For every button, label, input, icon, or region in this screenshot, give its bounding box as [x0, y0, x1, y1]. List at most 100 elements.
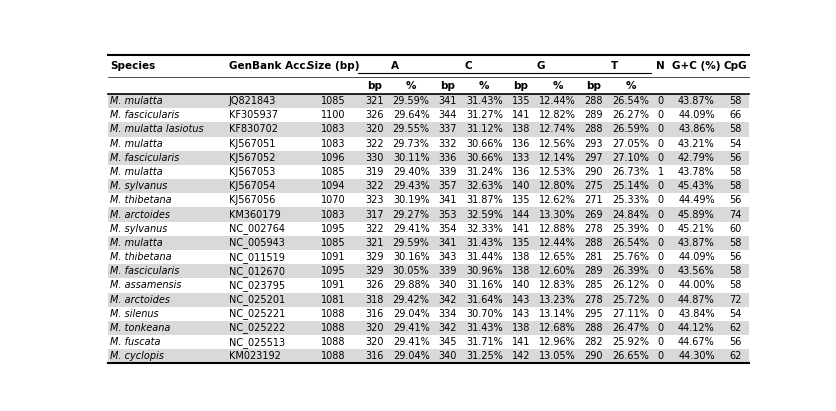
- Text: 1070: 1070: [320, 195, 345, 206]
- Text: 1091: 1091: [320, 252, 344, 262]
- Text: 1094: 1094: [320, 181, 344, 191]
- Text: 26.12%: 26.12%: [611, 280, 648, 291]
- Text: KJ567052: KJ567052: [228, 153, 275, 163]
- Text: 319: 319: [365, 167, 383, 177]
- Text: NC_025221: NC_025221: [228, 308, 285, 319]
- Text: M. arctoides: M. arctoides: [110, 210, 170, 219]
- Text: 0: 0: [657, 295, 663, 305]
- Bar: [109, 321, 748, 335]
- Text: 330: 330: [365, 153, 383, 163]
- Text: M. fascicularis: M. fascicularis: [110, 110, 179, 120]
- Text: bp: bp: [440, 81, 455, 90]
- Text: 342: 342: [438, 295, 456, 305]
- Text: 1085: 1085: [320, 96, 345, 106]
- Text: 44.87%: 44.87%: [677, 295, 714, 305]
- Text: 30.16%: 30.16%: [392, 252, 429, 262]
- Bar: [109, 278, 748, 293]
- Text: 56: 56: [729, 153, 741, 163]
- Text: 339: 339: [438, 167, 456, 177]
- Text: KJ567053: KJ567053: [228, 167, 275, 177]
- Text: NC_025201: NC_025201: [228, 294, 285, 305]
- Text: 30.70%: 30.70%: [466, 309, 502, 319]
- Text: bp: bp: [367, 81, 381, 90]
- Bar: [109, 136, 748, 151]
- Text: 45.89%: 45.89%: [677, 210, 714, 219]
- Bar: [109, 222, 748, 236]
- Text: 44.12%: 44.12%: [677, 323, 714, 333]
- Text: 326: 326: [364, 110, 384, 120]
- Text: 141: 141: [511, 224, 529, 234]
- Text: 320: 320: [364, 125, 384, 134]
- Bar: [109, 264, 748, 278]
- Text: M. fascicularis: M. fascicularis: [110, 266, 179, 276]
- Text: 31.71%: 31.71%: [466, 337, 502, 347]
- Text: 54: 54: [729, 309, 741, 319]
- Text: 144: 144: [511, 210, 529, 219]
- Text: KM360179: KM360179: [228, 210, 280, 219]
- Bar: [109, 193, 748, 208]
- Text: 322: 322: [364, 181, 384, 191]
- Text: 29.55%: 29.55%: [392, 125, 429, 134]
- Text: 138: 138: [511, 125, 529, 134]
- Text: 44.00%: 44.00%: [677, 280, 714, 291]
- Text: 321: 321: [364, 238, 384, 248]
- Text: 340: 340: [438, 280, 456, 291]
- Text: 58: 58: [729, 280, 741, 291]
- Text: 44.67%: 44.67%: [677, 337, 714, 347]
- Text: M. silenus: M. silenus: [110, 309, 159, 319]
- Bar: [109, 307, 748, 321]
- Text: 43.87%: 43.87%: [677, 238, 714, 248]
- Text: 135: 135: [511, 96, 529, 106]
- Text: 342: 342: [438, 323, 456, 333]
- Text: 12.53%: 12.53%: [538, 167, 575, 177]
- Text: 357: 357: [438, 181, 456, 191]
- Text: 56: 56: [729, 252, 741, 262]
- Text: NC_005943: NC_005943: [228, 238, 284, 248]
- Text: 29.41%: 29.41%: [392, 224, 429, 234]
- Text: 12.80%: 12.80%: [538, 181, 575, 191]
- Text: 1088: 1088: [320, 351, 344, 361]
- Text: 58: 58: [729, 167, 741, 177]
- Text: 0: 0: [657, 195, 663, 206]
- Text: 58: 58: [729, 266, 741, 276]
- Text: 136: 136: [511, 167, 529, 177]
- Text: CpG: CpG: [723, 61, 747, 71]
- Text: KF305937: KF305937: [228, 110, 278, 120]
- Text: 0: 0: [657, 266, 663, 276]
- Text: 0: 0: [657, 181, 663, 191]
- Text: bp: bp: [512, 81, 528, 90]
- Text: %: %: [552, 81, 562, 90]
- Text: 322: 322: [364, 139, 384, 149]
- Text: 0: 0: [657, 351, 663, 361]
- Text: 12.88%: 12.88%: [538, 224, 575, 234]
- Text: 290: 290: [584, 167, 603, 177]
- Text: 29.43%: 29.43%: [392, 181, 429, 191]
- Text: M. fascicularis: M. fascicularis: [110, 153, 179, 163]
- Text: 271: 271: [584, 195, 603, 206]
- Text: 12.96%: 12.96%: [538, 337, 575, 347]
- Text: 44.49%: 44.49%: [677, 195, 714, 206]
- Text: KJ567051: KJ567051: [228, 139, 275, 149]
- Text: 31.16%: 31.16%: [466, 280, 502, 291]
- Text: 138: 138: [511, 266, 529, 276]
- Text: bp: bp: [586, 81, 601, 90]
- Text: 43.86%: 43.86%: [677, 125, 714, 134]
- Text: 12.44%: 12.44%: [538, 96, 575, 106]
- Text: 72: 72: [729, 295, 741, 305]
- Text: 29.40%: 29.40%: [392, 167, 429, 177]
- Text: N: N: [655, 61, 665, 71]
- Text: 12.44%: 12.44%: [538, 238, 575, 248]
- Text: 29.27%: 29.27%: [392, 210, 429, 219]
- Text: 62: 62: [729, 351, 741, 361]
- Text: 31.27%: 31.27%: [466, 110, 502, 120]
- Text: 44.09%: 44.09%: [677, 110, 714, 120]
- Text: 320: 320: [364, 323, 384, 333]
- Text: 1088: 1088: [320, 323, 344, 333]
- Text: 43.56%: 43.56%: [677, 266, 714, 276]
- Text: C: C: [463, 61, 471, 71]
- Bar: [109, 250, 748, 264]
- Text: 29.59%: 29.59%: [392, 96, 429, 106]
- Text: 336: 336: [438, 153, 456, 163]
- Text: 0: 0: [657, 309, 663, 319]
- Text: 0: 0: [657, 153, 663, 163]
